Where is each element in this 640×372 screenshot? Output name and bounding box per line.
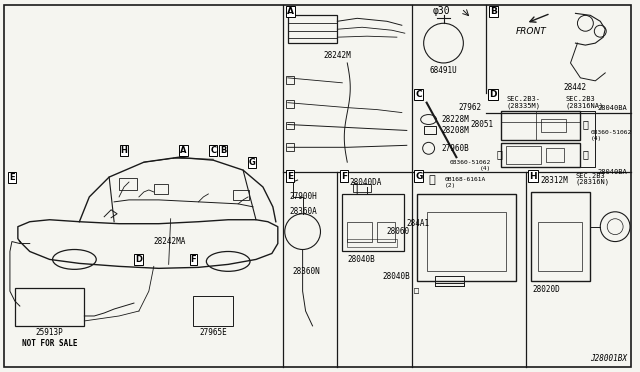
Text: C: C: [415, 90, 422, 99]
Text: D: D: [136, 255, 143, 264]
Text: Ⓢ: Ⓢ: [582, 119, 588, 129]
Bar: [285, 76, 294, 84]
Text: 28312M: 28312M: [541, 176, 568, 185]
Bar: [285, 143, 294, 151]
Text: B: B: [490, 7, 497, 16]
Bar: [501, 143, 580, 167]
Text: G: G: [415, 171, 422, 180]
Text: (4): (4): [480, 166, 491, 171]
Bar: [285, 122, 294, 129]
Text: 27965E: 27965E: [200, 328, 227, 337]
Text: J28001BX: J28001BX: [590, 354, 627, 363]
Text: F: F: [191, 255, 196, 264]
Text: 27960B: 27960B: [442, 144, 469, 153]
Text: 28040B: 28040B: [348, 255, 375, 264]
Text: SEC.2B3: SEC.2B3: [575, 173, 605, 179]
Text: G: G: [248, 158, 255, 167]
Text: (28316NA): (28316NA): [566, 102, 604, 109]
Text: 68491U: 68491U: [429, 67, 458, 76]
Text: 27962: 27962: [458, 103, 481, 112]
Text: 284A1: 284A1: [407, 219, 430, 228]
Text: (28335M): (28335M): [506, 102, 540, 109]
Text: Ⓢ: Ⓢ: [496, 149, 502, 159]
Text: A: A: [180, 146, 187, 155]
Text: 28360A: 28360A: [290, 207, 317, 216]
Text: 28242M: 28242M: [323, 51, 351, 60]
Text: (4): (4): [590, 136, 602, 141]
Text: 08360-51062: 08360-51062: [590, 130, 632, 135]
Text: F: F: [341, 171, 348, 180]
Text: (28316N): (28316N): [575, 179, 609, 185]
Text: H: H: [120, 146, 127, 155]
Bar: [288, 15, 337, 43]
Text: FRONT: FRONT: [515, 27, 546, 36]
Text: 28040BA: 28040BA: [597, 105, 627, 110]
Bar: [427, 212, 506, 271]
Bar: [424, 126, 436, 134]
Text: 28020D: 28020D: [533, 285, 561, 294]
Text: □: □: [414, 287, 419, 296]
Text: A: A: [287, 7, 294, 16]
Text: 28040B: 28040B: [382, 272, 410, 281]
Bar: [417, 194, 516, 281]
Bar: [531, 192, 590, 281]
Text: SEC.2B3-: SEC.2B3-: [506, 96, 540, 102]
Bar: [506, 146, 541, 164]
Text: H: H: [529, 171, 536, 180]
Text: 28360N: 28360N: [292, 267, 321, 276]
Text: E: E: [9, 173, 15, 182]
Bar: [377, 222, 395, 241]
Text: φ30: φ30: [433, 6, 451, 16]
Text: NOT FOR SALE: NOT FOR SALE: [22, 339, 77, 348]
Bar: [501, 110, 580, 140]
Text: B: B: [220, 146, 227, 155]
Text: 28208M: 28208M: [442, 126, 469, 135]
Text: Ⓢ: Ⓢ: [582, 149, 588, 159]
Bar: [285, 100, 294, 108]
Bar: [193, 296, 233, 326]
Bar: [233, 190, 249, 200]
Text: SEC.2B3: SEC.2B3: [566, 96, 595, 102]
Bar: [546, 148, 564, 162]
Text: 25913P: 25913P: [36, 328, 63, 337]
Bar: [353, 184, 371, 192]
Text: 28228M: 28228M: [442, 115, 469, 124]
Text: C: C: [211, 146, 216, 155]
Text: 27900H: 27900H: [290, 192, 317, 201]
Bar: [538, 222, 582, 271]
Bar: [15, 288, 84, 326]
Bar: [119, 178, 137, 190]
Bar: [435, 276, 465, 286]
Text: 28242MA: 28242MA: [154, 237, 186, 246]
Text: 0B168-6161A: 0B168-6161A: [445, 177, 486, 182]
Bar: [154, 184, 168, 194]
Text: 28040BA: 28040BA: [597, 169, 627, 175]
Text: 08360-51062: 08360-51062: [450, 160, 491, 165]
Text: 28051: 28051: [470, 120, 493, 129]
Bar: [348, 222, 372, 241]
Bar: [342, 194, 404, 251]
Text: 28040DA: 28040DA: [349, 177, 381, 186]
Bar: [541, 119, 566, 132]
Text: 28442: 28442: [564, 83, 587, 92]
Text: Ⓢ: Ⓢ: [428, 175, 435, 185]
Text: E: E: [287, 171, 292, 180]
Text: D: D: [490, 90, 497, 99]
Text: 28060: 28060: [387, 227, 410, 236]
Text: (2): (2): [445, 183, 456, 187]
Bar: [348, 238, 397, 247]
